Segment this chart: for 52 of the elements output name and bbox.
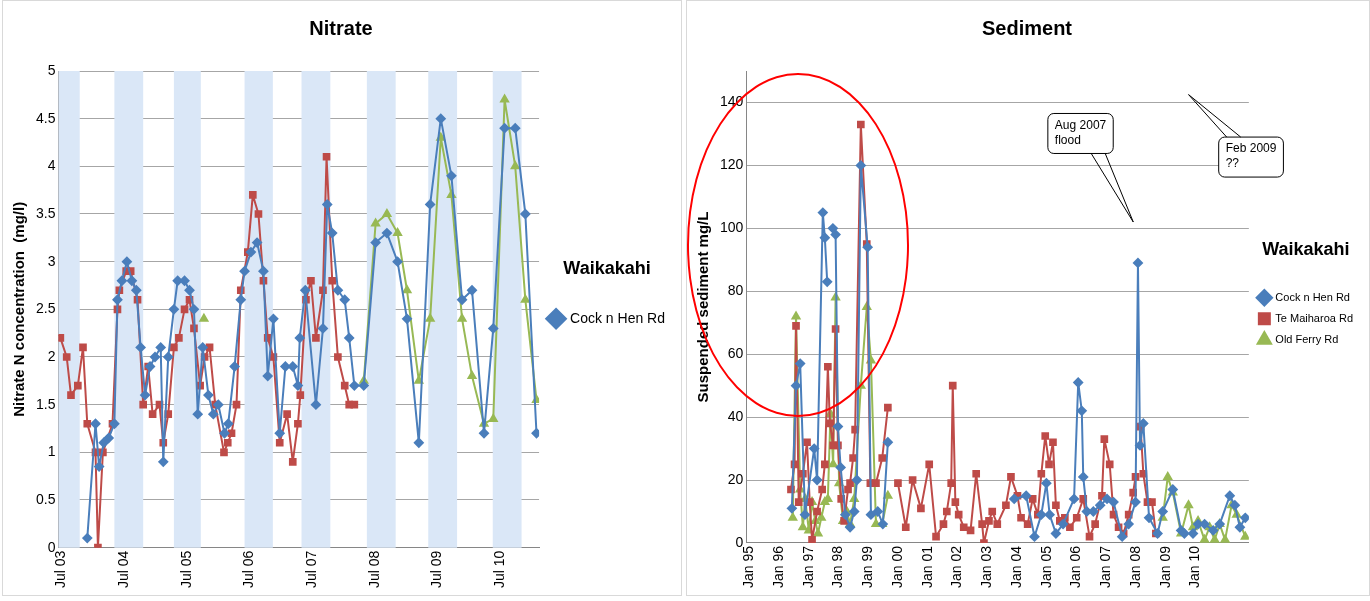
legend-label: Te Maiharoa Rd xyxy=(1275,311,1354,324)
y-tick-label: 100 xyxy=(720,219,744,236)
legend-label: Cock n Hen Rd xyxy=(570,309,666,326)
x-tick-label: Jan 04 xyxy=(1007,545,1024,589)
y-axis-title: Suspended sediment mg/L xyxy=(694,211,712,403)
x-tick-label: Jul 10 xyxy=(490,550,507,588)
chart-title: Nitrate xyxy=(309,16,373,39)
x-tick-label: Jan 01 xyxy=(918,545,935,589)
x-tick-label: Jan 00 xyxy=(888,545,905,589)
y-axis-title: Nitrate N concentration (mg/l) xyxy=(10,201,28,417)
y-tick-label: 40 xyxy=(727,407,744,424)
legend-label: Old Ferry Rd xyxy=(1275,332,1339,345)
x-tick-label: Jul 07 xyxy=(302,550,319,588)
y-tick-label: 0 xyxy=(47,538,56,555)
legend-title: Waikakahi xyxy=(1262,238,1350,259)
x-tick-label: Jan 07 xyxy=(1096,545,1113,589)
annotation: Aug 2007 flood xyxy=(1054,117,1107,147)
x-tick-label: Jan 09 xyxy=(1156,545,1173,589)
y-tick-label: 0.5 xyxy=(35,490,56,507)
x-tick-label: Jan 06 xyxy=(1067,545,1084,589)
y-tick-label: 2 xyxy=(47,347,56,364)
y-tick-label: 4.5 xyxy=(35,109,56,126)
y-tick-label: 1.5 xyxy=(35,395,56,412)
x-tick-label: Jul 05 xyxy=(177,550,194,588)
y-tick-label: 4 xyxy=(47,157,56,174)
y-tick-label: 0 xyxy=(735,533,744,550)
legend-title: Waikakahi xyxy=(563,258,651,279)
legend-label: Cock n Hen Rd xyxy=(1275,290,1350,303)
x-tick-label: Jan 08 xyxy=(1126,545,1143,589)
y-tick-label: 20 xyxy=(727,470,744,487)
chart-title: Sediment xyxy=(981,16,1073,39)
y-tick-label: 2.5 xyxy=(35,300,56,317)
annotation: Feb 2009 ?? xyxy=(1225,141,1277,171)
y-tick-label: 3.5 xyxy=(35,204,56,221)
y-tick-label: 5 xyxy=(47,61,56,78)
y-tick-label: 120 xyxy=(720,156,744,173)
x-tick-label: Jul 09 xyxy=(428,550,445,588)
x-tick-label: Jan 98 xyxy=(829,545,846,589)
x-tick-label: Jul 08 xyxy=(365,550,382,588)
y-tick-label: 3 xyxy=(47,252,56,269)
y-tick-label: 80 xyxy=(727,282,744,299)
y-tick-label: 1 xyxy=(47,443,56,460)
x-tick-label: Jan 02 xyxy=(948,545,965,589)
x-tick-label: Jan 10 xyxy=(1186,545,1203,589)
x-tick-label: Jul 06 xyxy=(240,550,257,588)
x-tick-label: Jan 03 xyxy=(978,545,995,589)
x-tick-label: Jan 99 xyxy=(859,545,876,589)
x-tick-label: Jan 96 xyxy=(769,545,786,589)
y-tick-label: 60 xyxy=(727,345,744,362)
x-tick-label: Jan 97 xyxy=(799,545,816,589)
x-tick-label: Jul 04 xyxy=(115,550,132,588)
x-tick-label: Jan 05 xyxy=(1037,545,1054,589)
